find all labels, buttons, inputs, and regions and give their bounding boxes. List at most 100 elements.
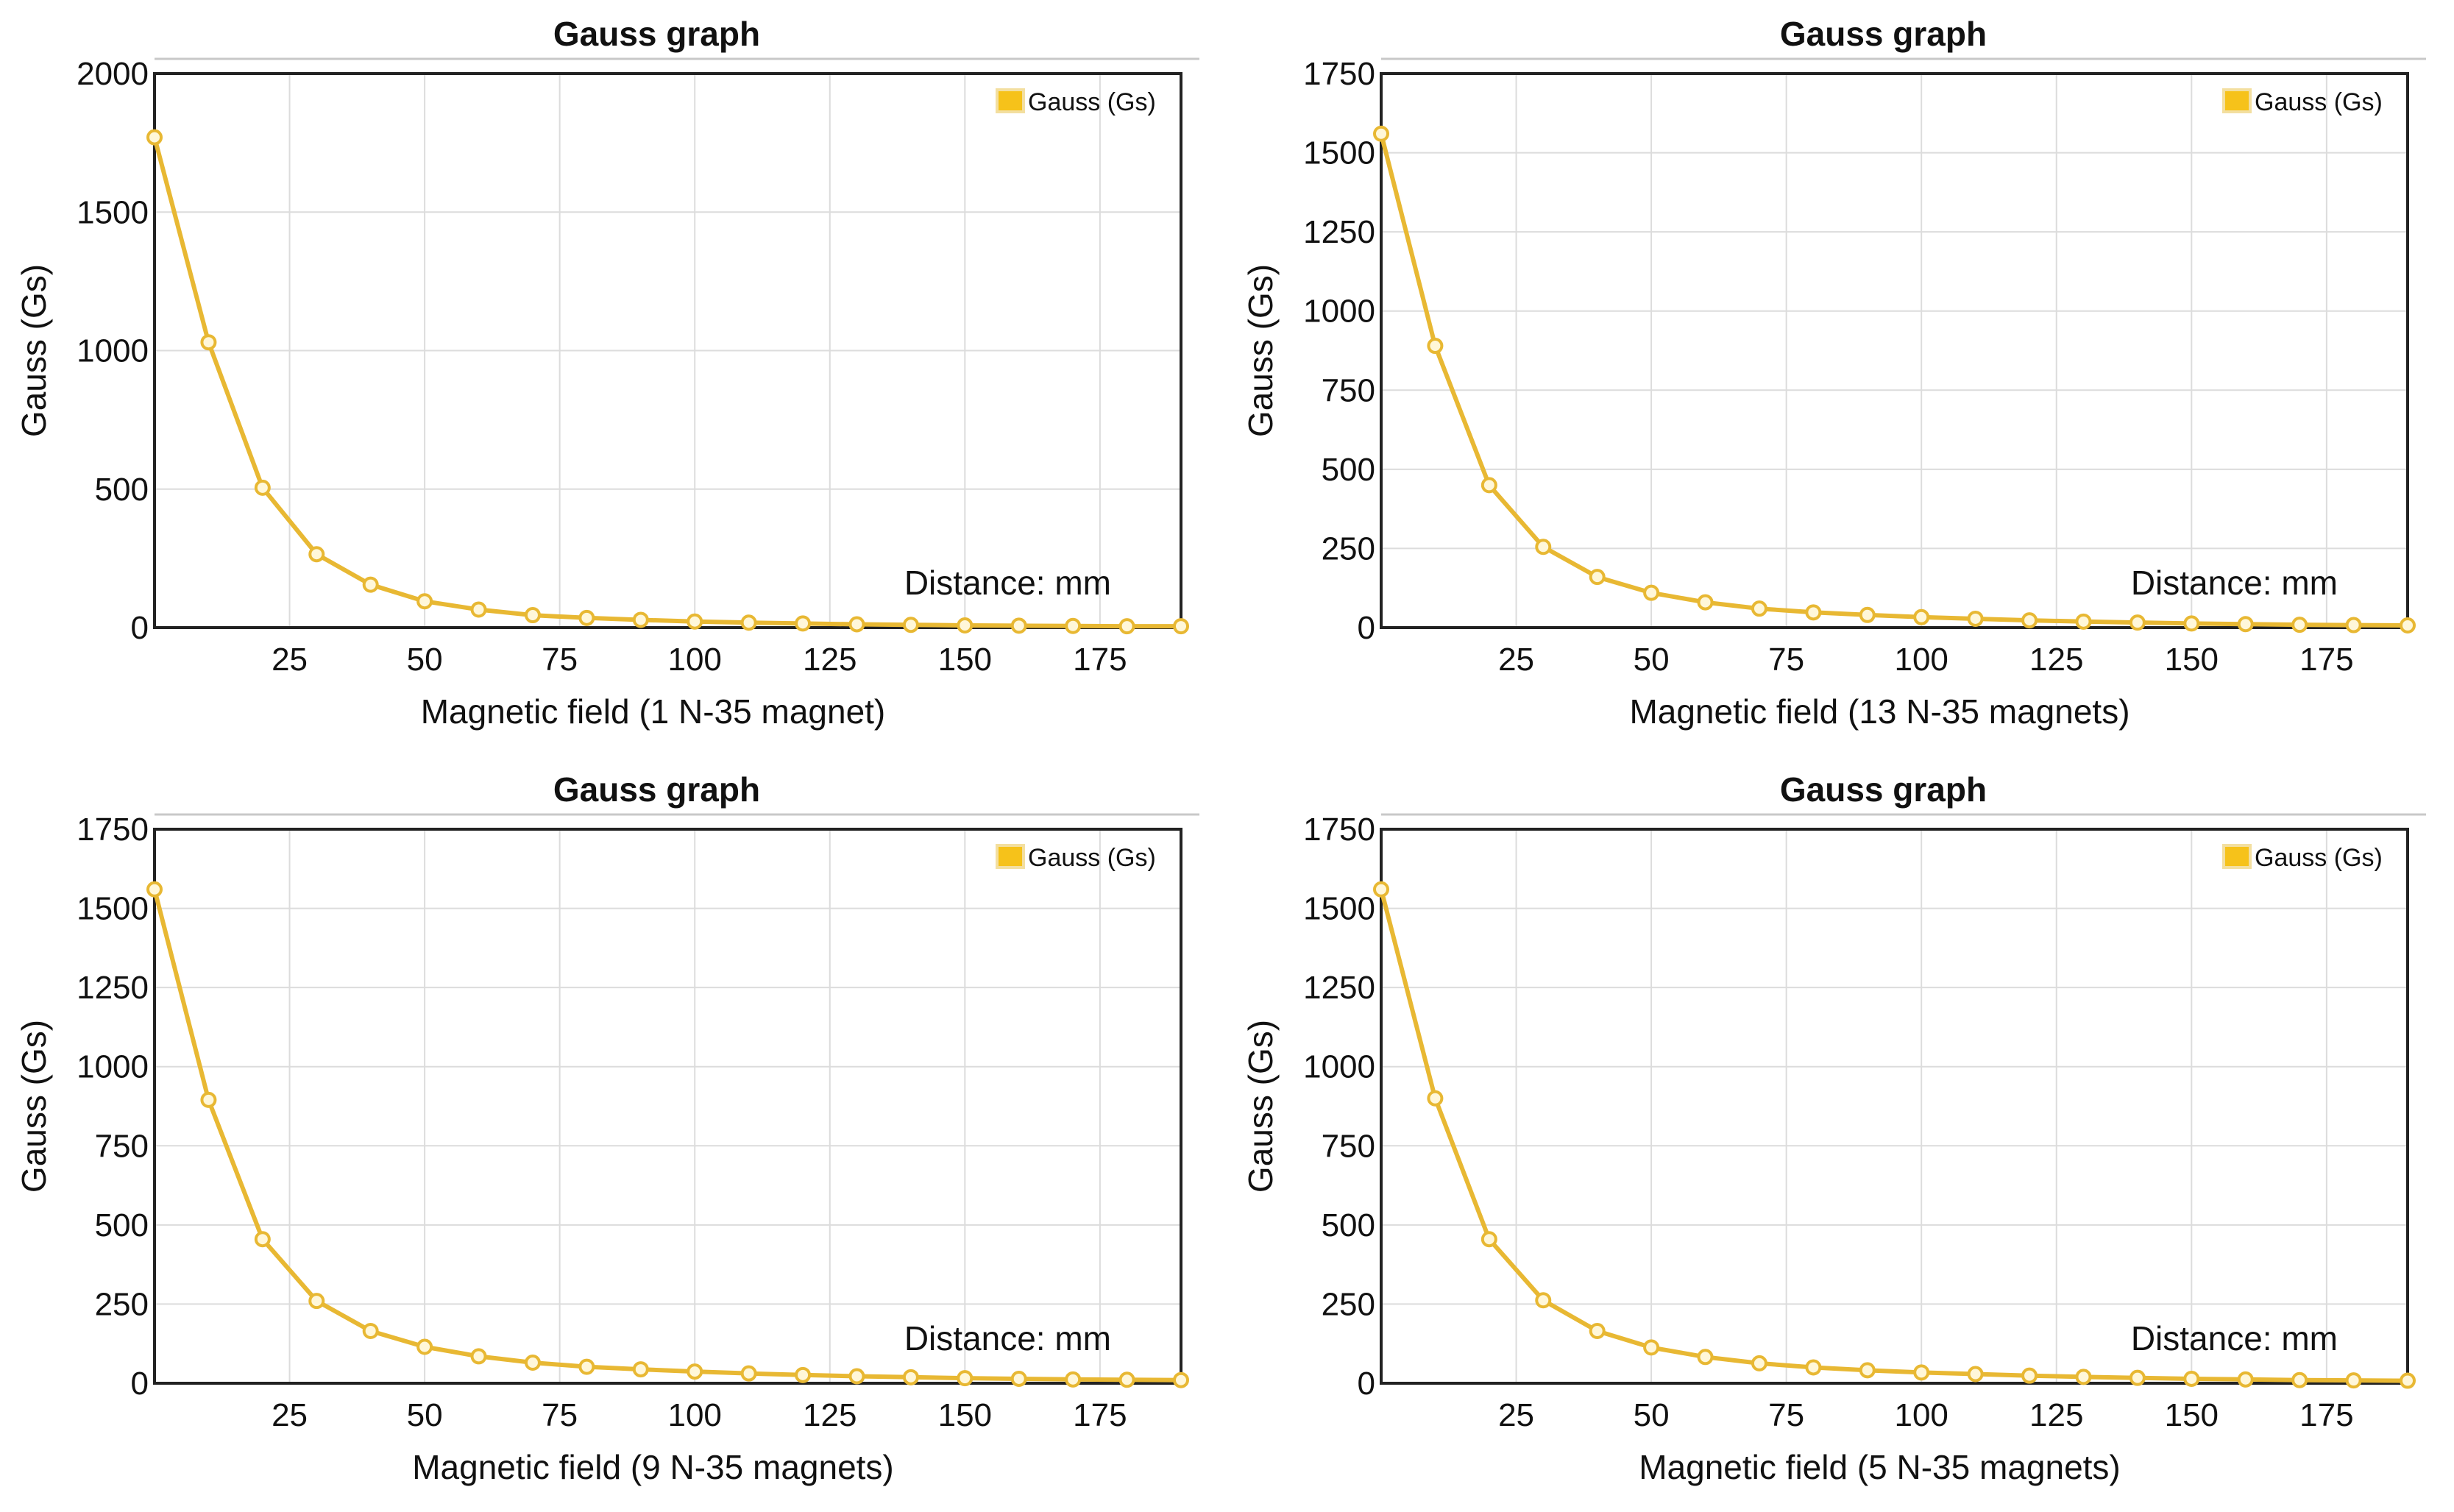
legend: Gauss (Gs) xyxy=(2222,88,2383,116)
plot-frame xyxy=(1380,72,2409,629)
data-point xyxy=(2183,615,2200,632)
data-point xyxy=(795,615,812,632)
legend: Gauss (Gs) xyxy=(996,844,1156,872)
y-tick-label: 0 xyxy=(1358,610,1375,646)
y-tick-label: 1750 xyxy=(77,812,149,848)
y-tick-label: 500 xyxy=(95,1207,149,1243)
x-tick-label: 150 xyxy=(938,642,992,678)
plot-frame xyxy=(1380,828,2409,1385)
x-tick-label: 50 xyxy=(1634,642,1670,678)
data-point xyxy=(578,1358,595,1375)
x-tick-label: 25 xyxy=(272,642,308,678)
distance-annotation: Distance: mm xyxy=(904,1319,1111,1357)
data-point xyxy=(146,129,163,146)
distance-annotation: Distance: mm xyxy=(2131,564,2338,602)
x-tick-label: 150 xyxy=(2165,1397,2219,1433)
data-point xyxy=(1065,617,1082,634)
data-point xyxy=(1118,1371,1135,1388)
data-point xyxy=(254,479,271,496)
data-point xyxy=(524,607,541,624)
x-tick-label: 175 xyxy=(2299,1397,2353,1433)
legend-swatch xyxy=(2222,844,2252,869)
data-point xyxy=(687,613,703,630)
legend: Gauss (Gs) xyxy=(996,88,1156,116)
legend-label: Gauss (Gs) xyxy=(1028,88,1156,116)
data-point xyxy=(1065,1371,1082,1388)
distance-annotation: Distance: mm xyxy=(904,564,1111,602)
data-point xyxy=(2345,617,2362,633)
x-tick-label: 150 xyxy=(938,1397,992,1433)
chart-title: Gauss graph xyxy=(553,770,760,809)
data-point xyxy=(632,611,649,628)
y-tick-label: 1500 xyxy=(1303,135,1375,171)
plot-frame xyxy=(153,828,1182,1385)
data-point xyxy=(1173,618,1189,635)
data-point xyxy=(1589,569,1606,586)
y-tick-label: 750 xyxy=(1322,1128,1375,1164)
x-tick-label: 125 xyxy=(803,642,857,678)
y-tick-label: 1250 xyxy=(77,970,149,1006)
y-tick-label: 1500 xyxy=(77,891,149,927)
y-axis-label: Gauss (Gs) xyxy=(15,1020,53,1193)
data-point xyxy=(362,1323,379,1340)
data-point xyxy=(2075,1369,2092,1385)
data-point xyxy=(2291,617,2308,633)
data-point xyxy=(1480,1231,1497,1248)
data-point xyxy=(1751,1355,1767,1371)
x-tick-label: 175 xyxy=(1073,1397,1127,1433)
distance-annotation: Distance: mm xyxy=(2131,1319,2338,1357)
data-point xyxy=(687,1363,703,1380)
data-point xyxy=(1913,608,1930,625)
x-tick-label: 25 xyxy=(272,1397,308,1433)
data-point xyxy=(2021,612,2038,629)
y-axis-label: Gauss (Gs) xyxy=(1241,1020,1280,1193)
plot-frame xyxy=(153,72,1182,629)
y-axis-label: Gauss (Gs) xyxy=(1241,264,1280,437)
y-tick-label: 1000 xyxy=(77,333,149,369)
data-point xyxy=(1427,1090,1444,1107)
y-tick-label: 500 xyxy=(95,472,149,508)
y-tick-label: 1500 xyxy=(1303,891,1375,927)
y-tick-label: 0 xyxy=(131,1366,149,1402)
x-tick-label: 75 xyxy=(1768,1397,1804,1433)
x-tick-label: 100 xyxy=(667,642,721,678)
y-tick-label: 500 xyxy=(1322,1207,1375,1243)
data-point xyxy=(1913,1364,1930,1381)
data-point xyxy=(1010,1370,1027,1387)
legend-label: Gauss (Gs) xyxy=(2255,844,2383,872)
y-tick-label: 250 xyxy=(1322,530,1375,567)
y-tick-label: 750 xyxy=(95,1128,149,1164)
data-point xyxy=(1643,1339,1660,1356)
y-tick-label: 1750 xyxy=(1303,812,1375,848)
data-point xyxy=(416,1338,433,1355)
x-tick-label: 175 xyxy=(2299,642,2353,678)
data-point xyxy=(470,1348,487,1365)
x-tick-label: 125 xyxy=(803,1397,857,1433)
y-tick-label: 1000 xyxy=(77,1049,149,1085)
data-point xyxy=(1535,539,1552,556)
data-point xyxy=(1967,610,1984,627)
data-point xyxy=(957,1370,974,1387)
y-axis-label: Gauss (Gs) xyxy=(15,264,53,437)
y-tick-label: 0 xyxy=(131,610,149,646)
data-point xyxy=(416,593,433,610)
data-point xyxy=(200,1091,217,1108)
series-line xyxy=(152,889,1182,1383)
y-tick-label: 750 xyxy=(1322,372,1375,408)
legend-swatch xyxy=(996,844,1025,869)
x-tick-label: 100 xyxy=(1894,1397,1948,1433)
y-tick-label: 1250 xyxy=(1303,214,1375,250)
data-point xyxy=(2129,614,2146,631)
x-tick-label: 50 xyxy=(407,1397,443,1433)
data-point xyxy=(1373,881,1389,898)
data-point xyxy=(1010,617,1027,634)
data-point xyxy=(957,617,974,633)
data-point xyxy=(795,1366,812,1383)
legend-label: Gauss (Gs) xyxy=(2255,88,2383,116)
x-tick-label: 75 xyxy=(542,1397,578,1433)
data-point xyxy=(632,1361,649,1378)
data-point xyxy=(470,601,487,618)
x-tick-label: 175 xyxy=(1073,642,1127,678)
